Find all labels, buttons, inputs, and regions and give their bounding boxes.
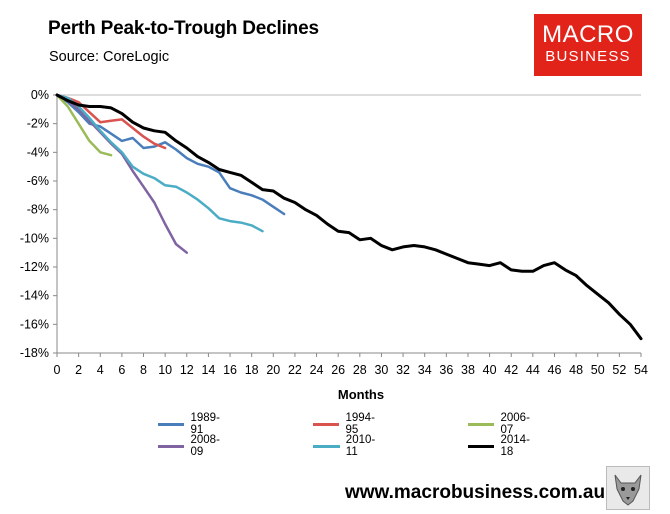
x-tick-label: 22 [288, 363, 302, 377]
legend-label: 2014-18 [500, 434, 530, 458]
x-tick-label: 10 [158, 363, 172, 377]
legend-item-2008-09: 2008-09 [158, 434, 225, 458]
legend-item-2014-18: 2014-18 [468, 434, 535, 458]
legend-item-2006-07: 2006-07 [468, 412, 535, 436]
x-tick-label: 30 [374, 363, 388, 377]
legend-item-2010-11: 2010-11 [313, 434, 380, 458]
x-tick-label: 32 [396, 363, 410, 377]
x-tick-label: 38 [461, 363, 475, 377]
footer-url: www.macrobusiness.com.au [345, 482, 606, 503]
legend-item-1994-95: 1994-95 [313, 412, 380, 436]
x-tick-label: 24 [310, 363, 324, 377]
y-tick-label: -16% [20, 317, 49, 331]
x-tick-label: 12 [180, 363, 194, 377]
macrobusiness-logo: MACRO BUSINESS [534, 14, 642, 76]
x-tick-label: 8 [140, 363, 147, 377]
x-tick-label: 26 [331, 363, 345, 377]
legend-swatch [468, 422, 495, 426]
chart-subtitle: Source: CoreLogic [49, 49, 170, 65]
y-tick-label: -4% [27, 145, 49, 159]
legend-swatch [468, 444, 495, 448]
series-line-2014-18 [55, 93, 643, 341]
legend-label: 2006-07 [500, 412, 530, 436]
x-tick-label: 16 [223, 363, 237, 377]
x-tick-label: 52 [612, 363, 626, 377]
x-tick-label: 34 [418, 363, 432, 377]
legend-label: 1994-95 [345, 412, 375, 436]
x-tick-label: 46 [548, 363, 562, 377]
y-tick-label: -12% [20, 260, 49, 274]
logo-line2: BUSINESS [545, 48, 631, 65]
y-tick-label: -14% [20, 289, 49, 303]
legend-label: 2008-09 [190, 434, 220, 458]
x-tick-label: 20 [266, 363, 280, 377]
legend-swatch [158, 444, 185, 448]
y-tick-label: -18% [20, 346, 49, 360]
x-tick-label: 4 [97, 363, 104, 377]
x-tick-label: 18 [245, 363, 259, 377]
legend-swatch [313, 422, 340, 426]
x-tick-label: 40 [483, 363, 497, 377]
legend-label: 2010-11 [345, 434, 376, 458]
x-tick-label: 36 [439, 363, 453, 377]
x-tick-label: 2 [75, 363, 82, 377]
x-tick-label: 54 [634, 363, 648, 377]
x-tick-label: 0 [54, 363, 61, 377]
legend-item-1989-91: 1989-91 [158, 412, 225, 436]
x-tick-label: 14 [201, 363, 215, 377]
y-tick-label: -10% [20, 231, 49, 245]
legend-label: 1989-91 [190, 412, 220, 436]
legend-swatch [313, 444, 340, 448]
y-tick-label: -6% [27, 174, 49, 188]
x-tick-label: 44 [526, 363, 540, 377]
x-tick-label: 48 [569, 363, 583, 377]
y-tick-label: -2% [27, 117, 49, 131]
series-line-1994-95 [55, 93, 167, 150]
x-axis-label: Months [338, 387, 384, 402]
series-line-2010-11 [55, 93, 264, 233]
x-tick-label: 6 [118, 363, 125, 377]
series-line-2006-07 [55, 93, 113, 157]
x-tick-label: 28 [353, 363, 367, 377]
legend-swatch [158, 422, 185, 426]
y-tick-label: 0% [31, 88, 49, 102]
logo-line1: MACRO [542, 21, 634, 48]
x-tick-label: 50 [591, 363, 605, 377]
chart-title: Perth Peak-to-Trough Declines [48, 18, 319, 39]
x-tick-label: 42 [504, 363, 518, 377]
wolf-icon [606, 466, 650, 510]
y-tick-label: -8% [27, 203, 49, 217]
